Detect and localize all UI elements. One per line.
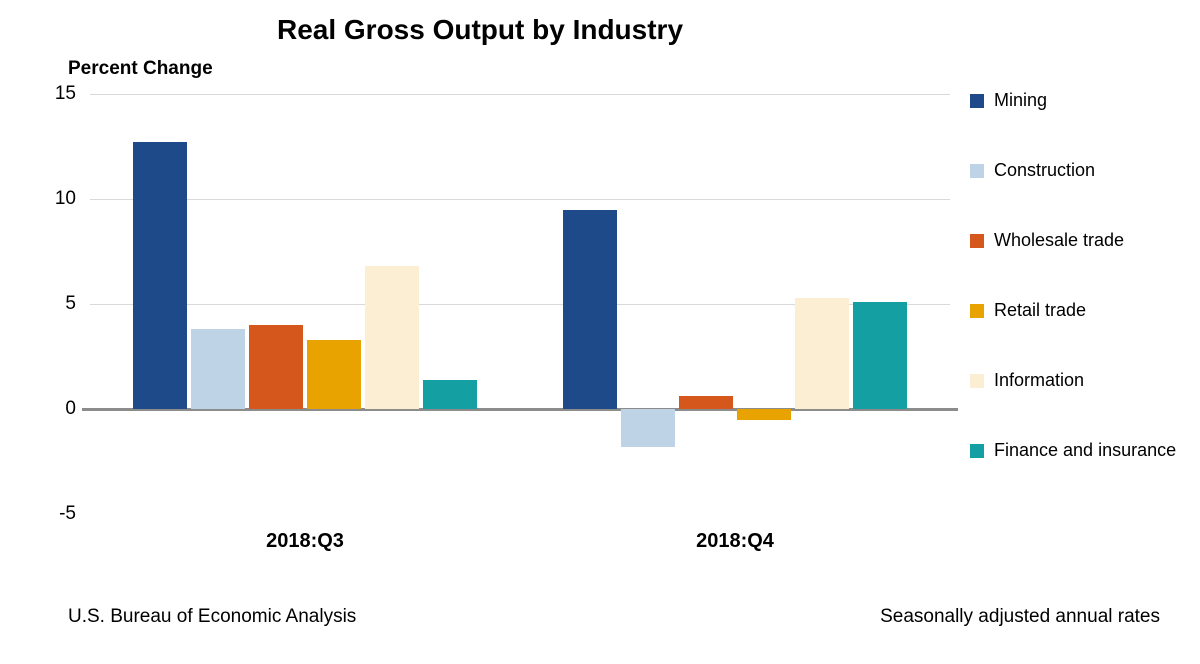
y-tick-label: -5	[59, 503, 76, 525]
gridline	[90, 94, 950, 95]
legend-swatch	[970, 374, 984, 388]
legend-swatch	[970, 164, 984, 178]
bar	[191, 329, 245, 409]
y-axis-label: Percent Change	[68, 58, 213, 80]
legend-label: Construction	[994, 160, 1095, 181]
legend-item: Wholesale trade	[970, 230, 1124, 251]
footer-source: U.S. Bureau of Economic Analysis	[68, 606, 356, 628]
plot-area: -5051015	[90, 94, 950, 514]
legend-label: Finance and insurance	[994, 440, 1176, 461]
y-tick-label: 15	[55, 83, 76, 105]
legend-swatch	[970, 304, 984, 318]
legend-label: Mining	[994, 90, 1047, 111]
chart-title: Real Gross Output by Industry	[0, 14, 960, 46]
y-tick-label: 5	[65, 293, 76, 315]
chart-container: Real Gross Output by Industry Percent Ch…	[0, 0, 1200, 664]
bar	[307, 340, 361, 409]
bar	[133, 142, 187, 409]
bar	[563, 210, 617, 410]
bar	[423, 380, 477, 409]
legend-item: Finance and insurance	[970, 440, 1176, 461]
gridline	[90, 199, 950, 200]
bar	[795, 298, 849, 409]
x-category-label: 2018:Q4	[696, 530, 774, 553]
legend-label: Wholesale trade	[994, 230, 1124, 251]
legend-item: Mining	[970, 90, 1047, 111]
legend-item: Construction	[970, 160, 1095, 181]
y-tick-label: 10	[55, 188, 76, 210]
bar	[737, 409, 791, 420]
bar	[621, 409, 675, 447]
bar	[679, 396, 733, 409]
legend-label: Retail trade	[994, 300, 1086, 321]
footer-note: Seasonally adjusted annual rates	[880, 606, 1160, 628]
legend-item: Retail trade	[970, 300, 1086, 321]
legend-item: Information	[970, 370, 1084, 391]
legend-swatch	[970, 94, 984, 108]
legend-label: Information	[994, 370, 1084, 391]
legend-swatch	[970, 444, 984, 458]
x-category-label: 2018:Q3	[266, 530, 344, 553]
bar	[853, 302, 907, 409]
y-tick-label: 0	[65, 398, 76, 420]
bar	[365, 266, 419, 409]
bar	[249, 325, 303, 409]
legend-swatch	[970, 234, 984, 248]
